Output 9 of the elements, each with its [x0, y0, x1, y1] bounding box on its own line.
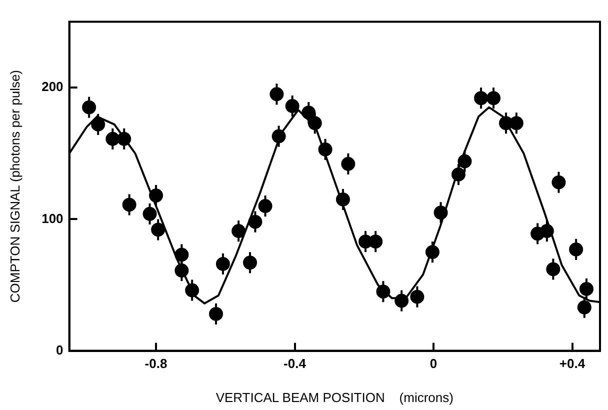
x-tick-label: -0.4 — [284, 356, 307, 372]
x-axis-title: VERTICAL BEAM POSITION (microns) — [216, 390, 454, 405]
y-axis-title: COMPTON SIGNAL (photons per pulse) — [7, 70, 22, 303]
x-tick-label: 0 — [430, 356, 438, 372]
x-tick-label: -0.8 — [144, 356, 168, 372]
y-tick-label: 200 — [42, 79, 64, 94]
y-tick-label: 0 — [56, 342, 64, 358]
x-tick-label: +0.4 — [559, 356, 586, 372]
y-tick-label: 100 — [42, 210, 64, 226]
